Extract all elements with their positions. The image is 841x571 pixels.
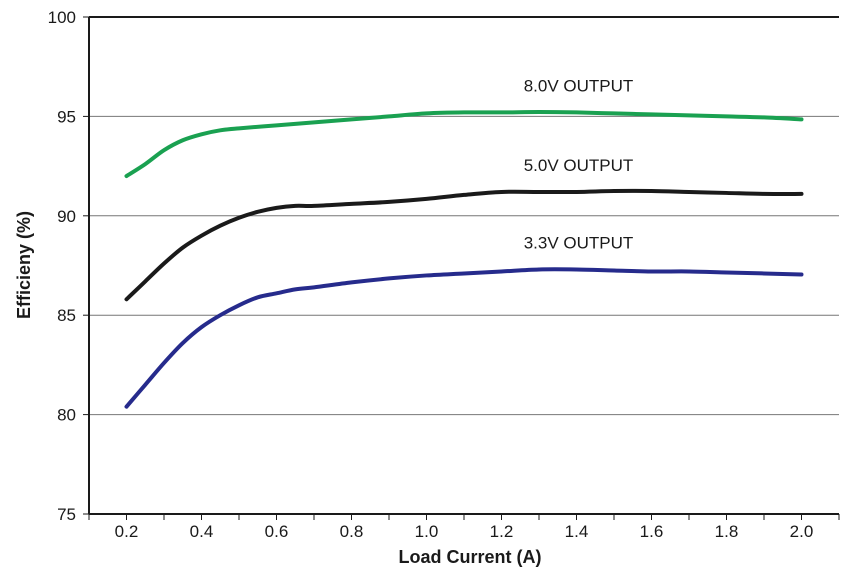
plot-background — [89, 17, 839, 514]
y-tick-label: 100 — [48, 8, 76, 27]
x-tick-label: 0.6 — [265, 522, 289, 541]
x-tick-label: 1.2 — [490, 522, 514, 541]
x-tick-label: 2.0 — [790, 522, 814, 541]
y-tick-label: 90 — [57, 207, 76, 226]
series-labels: 8.0V OUTPUT 5.0V OUTPUT 3.3V OUTPUT — [524, 77, 634, 253]
series-lines — [124, 110, 804, 409]
x-tick-label: 1.8 — [715, 522, 739, 541]
x-tick-label: 0.8 — [340, 522, 364, 541]
series-label: 5.0V OUTPUT — [524, 156, 634, 175]
y-tick-label: 85 — [57, 306, 76, 325]
y-tick-label: 75 — [57, 505, 76, 524]
y-tick-label: 95 — [57, 107, 76, 126]
x-tick-label: 0.2 — [115, 522, 139, 541]
x-tick-label: 0.4 — [190, 522, 214, 541]
x-tick-label: 1.4 — [565, 522, 589, 541]
series-line-3-3v-output — [124, 267, 804, 409]
series-line-5-0v-output — [124, 188, 804, 302]
y-tick-label: 80 — [57, 406, 76, 425]
x-tick-label: 1.0 — [415, 522, 439, 541]
x-axis-title: Load Current (A) — [399, 547, 542, 567]
x-tick-label: 1.6 — [640, 522, 664, 541]
tick-marks — [83, 16, 840, 520]
series-line-8-0v-output — [124, 110, 804, 179]
series-label: 3.3V OUTPUT — [524, 234, 634, 253]
series-label: 8.0V OUTPUT — [524, 77, 634, 96]
y-axis-title: Efficieny (%) — [14, 211, 34, 319]
tick-labels: 75 80 85 90 95 100 0.2 0.4 0.6 0.8 1.0 1.2 1.4 1.6 1.8… — [48, 8, 814, 541]
